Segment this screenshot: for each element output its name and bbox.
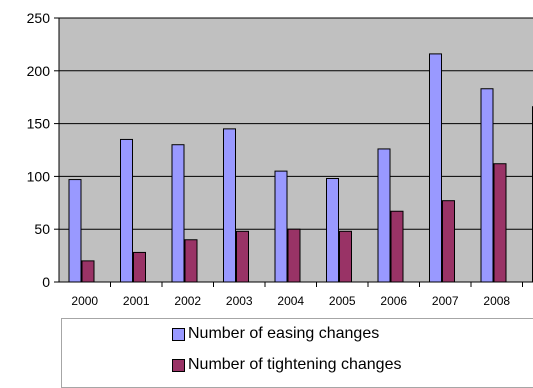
- bar-easing-2002: [172, 145, 184, 282]
- bar-tightening-2006: [391, 211, 403, 282]
- x-tick-label-2007: 2007: [432, 294, 459, 308]
- y-tick-label-50: 50: [34, 221, 50, 237]
- legend-item-easing: Number of easing changes: [172, 325, 379, 343]
- bar-easing-2001: [121, 139, 133, 282]
- bar-easing-2004: [275, 171, 287, 282]
- y-tick-label-250: 250: [27, 10, 51, 26]
- bar-tightening-2002: [185, 240, 197, 282]
- x-tick-label-2004: 2004: [277, 294, 304, 308]
- x-tick-label-2001: 2001: [123, 294, 150, 308]
- bar-easing-2005: [327, 179, 339, 282]
- x-tick-label-2006: 2006: [380, 294, 407, 308]
- bar-tightening-2004: [288, 229, 300, 282]
- bar-easing-2006: [378, 149, 390, 282]
- bar-easing-2003: [224, 129, 236, 282]
- y-tick-labels: 0 50 100 150 200 250: [27, 10, 51, 290]
- legend-label-easing: Number of easing changes: [188, 325, 379, 343]
- y-tick-label-100: 100: [27, 168, 51, 184]
- bar-tightening-2005: [340, 231, 352, 282]
- legend-item-tightening: Number of tightening changes: [172, 356, 401, 374]
- x-tick-label-2002: 2002: [174, 294, 201, 308]
- legend-label-tightening: Number of tightening changes: [188, 356, 401, 374]
- x-tick-label-2003: 2003: [226, 294, 253, 308]
- x-tick-label-2005: 2005: [329, 294, 356, 308]
- legend-swatch-tightening: [172, 359, 185, 372]
- x-tick-labels: 2000200120022003200420052006200720082009…: [71, 294, 533, 308]
- bar-tightening-2001: [134, 252, 146, 282]
- bar-easing-2008: [481, 89, 493, 282]
- bar-tightening-2003: [237, 231, 249, 282]
- x-tick-label-2000: 2000: [71, 294, 98, 308]
- y-tick-label-150: 150: [27, 116, 51, 132]
- y-tick-label-0: 0: [42, 274, 50, 290]
- y-tick-label-200: 200: [27, 63, 51, 79]
- bar-easing-2007: [430, 54, 442, 282]
- bar-tightening-2007: [443, 201, 455, 282]
- legend-swatch-easing: [172, 328, 185, 341]
- bar-easing-2000: [69, 180, 81, 282]
- bar-tightening-2000: [82, 261, 94, 282]
- legend: Number of easing changes Number of tight…: [61, 318, 533, 388]
- bar-tightening-2008: [494, 164, 506, 282]
- x-tick-label-2008: 2008: [483, 294, 510, 308]
